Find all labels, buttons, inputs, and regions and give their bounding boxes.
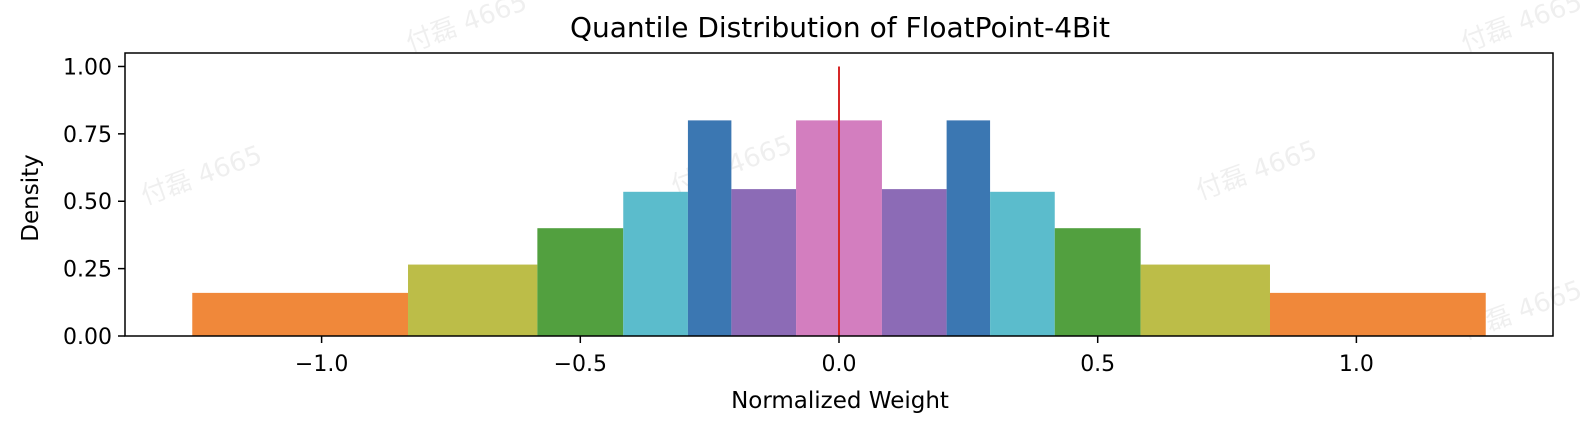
watermark: 付磊 4665 [402,0,531,59]
chart-title: Quantile Distribution of FloatPoint-4Bit [570,11,1110,44]
watermark: 付磊 4665 [1192,135,1321,206]
y-axis-label: Density [18,154,44,241]
x-axis-label: Normalized Weight [731,388,949,414]
y-tick-label: 0.75 [63,123,112,148]
x-tick-label: 0.0 [822,352,857,377]
histogram-bar [192,292,409,336]
x-tick-label: 1.0 [1339,352,1374,377]
watermark: 付磊 4665 [137,140,266,211]
x-tick-label: −0.5 [554,352,607,377]
histogram-bar [881,189,947,336]
y-tick-label: 0.25 [63,258,112,283]
histogram-bar [687,120,732,336]
y-tick-label: 0.00 [63,325,112,350]
y-tick-label: 1.00 [63,55,112,80]
histogram-bar [946,120,991,336]
histogram-bar [1269,292,1486,336]
x-tick-label: 0.5 [1080,352,1115,377]
histogram-bar [408,264,538,336]
histogram-bar [1140,264,1270,336]
x-tick-label: −1.0 [295,352,348,377]
axes: −1.0 −0.5 0.0 0.5 1.0 0.00 0.25 0.50 0.75 1.00 [63,52,1554,377]
histogram-bar [623,191,688,336]
histogram-bar [990,191,1055,336]
y-tick-label: 0.50 [63,190,112,215]
histogram-bar [537,228,624,336]
histogram-bar [731,189,797,336]
histogram-bar [1054,228,1141,336]
watermark: 付磊 4665 [1457,0,1580,59]
